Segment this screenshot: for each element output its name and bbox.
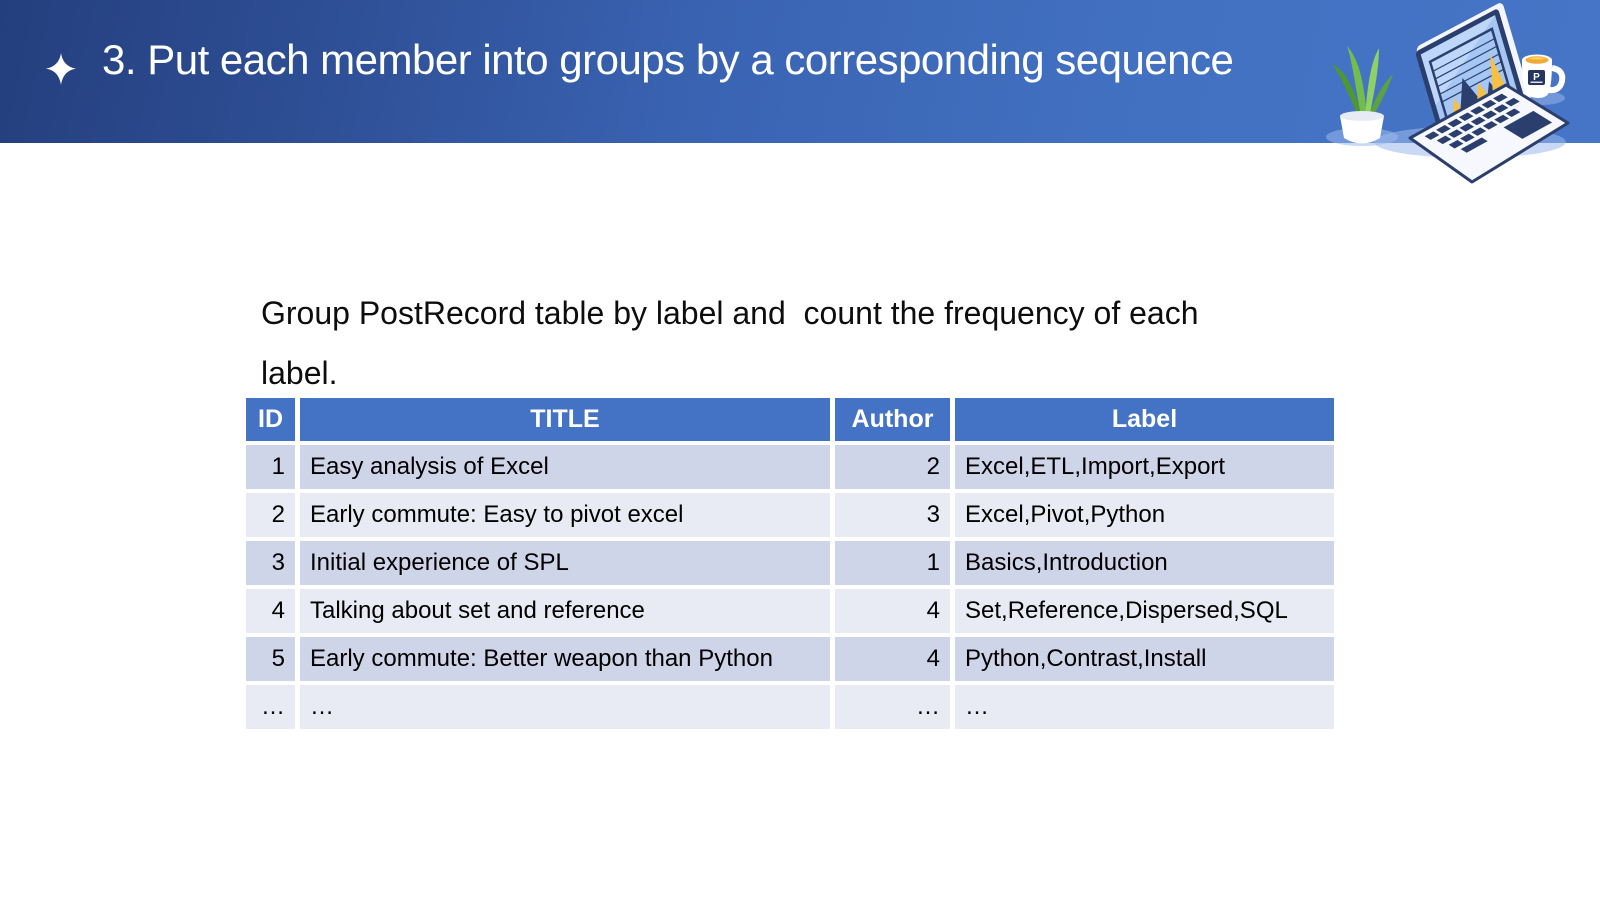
cell-title: Early commute: Better weapon than Python xyxy=(300,637,830,681)
mug-icon: P xyxy=(1522,54,1566,98)
col-header-title: TITLE xyxy=(300,398,830,441)
header-banner: 3. Put each member into groups by a corr… xyxy=(0,0,1600,184)
table-row-ellipsis: … … … … xyxy=(246,685,1334,729)
body-paragraph: Group PostRecord table by label and coun… xyxy=(261,283,1381,403)
sparkle-icon xyxy=(46,53,76,85)
cell-id: 2 xyxy=(246,493,295,537)
table-row: 5 Early commute: Better weapon than Pyth… xyxy=(246,637,1334,681)
cell-title: Initial experience of SPL xyxy=(300,541,830,585)
cell-id: … xyxy=(246,685,295,729)
table-header-row: ID TITLE Author Label xyxy=(246,398,1334,441)
cell-author: 3 xyxy=(835,493,950,537)
plant-icon xyxy=(1332,46,1393,144)
cell-label: … xyxy=(955,685,1334,729)
cell-id: 3 xyxy=(246,541,295,585)
cell-title: Early commute: Easy to pivot excel xyxy=(300,493,830,537)
cell-author: 4 xyxy=(835,589,950,633)
cell-id: 1 xyxy=(246,445,295,489)
cell-label: Set,Reference,Dispersed,SQL xyxy=(955,589,1334,633)
cell-author: … xyxy=(835,685,950,729)
cell-title: … xyxy=(300,685,830,729)
laptop-desk-illustration: P xyxy=(1320,2,1580,192)
cell-author: 1 xyxy=(835,541,950,585)
slide-title: 3. Put each member into groups by a corr… xyxy=(102,36,1234,83)
table-row: 2 Early commute: Easy to pivot excel 3 E… xyxy=(246,493,1334,537)
cell-author: 2 xyxy=(835,445,950,489)
cell-title: Easy analysis of Excel xyxy=(300,445,830,489)
cell-label: Excel,ETL,Import,Export xyxy=(955,445,1334,489)
table-row: 3 Initial experience of SPL 1 Basics,Int… xyxy=(246,541,1334,585)
table-row: 4 Talking about set and reference 4 Set,… xyxy=(246,589,1334,633)
laptop-icon xyxy=(1408,3,1570,184)
col-header-author: Author xyxy=(835,398,950,441)
mug-logo-label: P xyxy=(1533,72,1540,83)
table-row: 1 Easy analysis of Excel 2 Excel,ETL,Imp… xyxy=(246,445,1334,489)
cell-id: 4 xyxy=(246,589,295,633)
trackpad xyxy=(1503,110,1553,139)
paragraph-line-1: Group PostRecord table by label and coun… xyxy=(261,295,1199,331)
postrecord-table: ID TITLE Author Label 1 Easy analysis of… xyxy=(241,394,1339,733)
paragraph-line-2: label. xyxy=(261,355,338,391)
cell-label: Basics,Introduction xyxy=(955,541,1334,585)
col-header-id: ID xyxy=(246,398,295,441)
cell-label: Excel,Pivot,Python xyxy=(955,493,1334,537)
cell-title: Talking about set and reference xyxy=(300,589,830,633)
col-header-label: Label xyxy=(955,398,1334,441)
keyboard-keys xyxy=(1424,93,1553,153)
cell-id: 5 xyxy=(246,637,295,681)
cell-author: 4 xyxy=(835,637,950,681)
cell-label: Python,Contrast,Install xyxy=(955,637,1334,681)
